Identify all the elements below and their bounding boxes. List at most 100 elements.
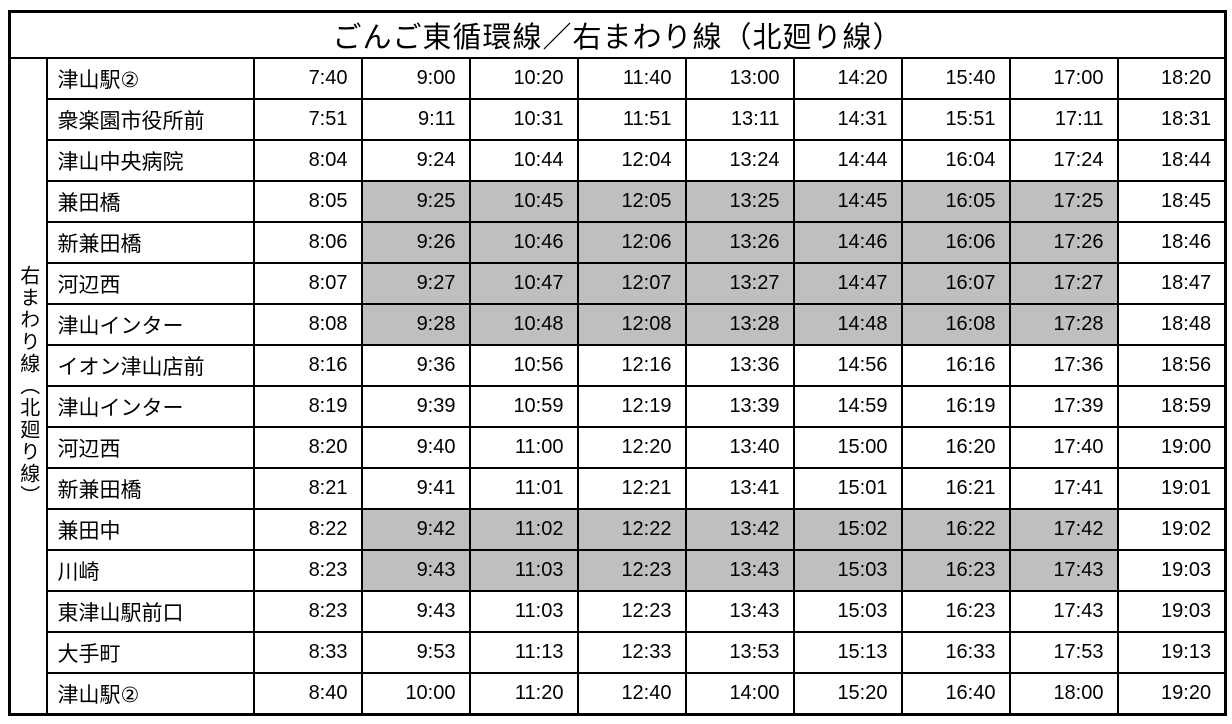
time-cell: 17:40: [1008, 426, 1119, 470]
time-cell: 9:25: [360, 180, 471, 224]
time-cell: 9:43: [360, 590, 471, 634]
time-cell: 12:04: [576, 139, 687, 183]
time-cell: 13:41: [684, 467, 795, 511]
time-cell: 12:23: [576, 549, 687, 593]
time-cell: 13:39: [684, 385, 795, 429]
station-cell: 河辺西: [45, 262, 255, 306]
time-cell: 17:00: [1008, 57, 1119, 101]
time-cell: 15:20: [792, 672, 903, 716]
time-cell: 17:28: [1008, 303, 1119, 347]
time-cell: 19:00: [1116, 426, 1227, 470]
timetable-row: 津山インター 8:08 9:28 10:48 12:08 13:28 14:48 16:08 1…: [10, 303, 1227, 347]
station-cell: 大手町: [45, 631, 255, 675]
time-cell: 17:25: [1008, 180, 1119, 224]
station-cell: 新兼田橋: [45, 467, 255, 511]
time-cell: 14:31: [792, 98, 903, 142]
time-cell: 12:21: [576, 467, 687, 511]
station-cell: 川崎: [45, 549, 255, 593]
time-cell: 8:04: [252, 139, 363, 183]
time-cell: 8:06: [252, 221, 363, 265]
time-cell: 12:06: [576, 221, 687, 265]
station-cell: 新兼田橋: [45, 221, 255, 265]
time-cell: 16:40: [900, 672, 1011, 716]
time-cell: 9:36: [360, 344, 471, 388]
time-cell: 8:08: [252, 303, 363, 347]
time-cell: 13:00: [684, 57, 795, 101]
time-cell: 13:53: [684, 631, 795, 675]
time-cell: 19:13: [1116, 631, 1227, 675]
time-cell: 12:07: [576, 262, 687, 306]
route-side-label: 右まわり線（北廻り線）: [8, 57, 48, 716]
timetable-row: 東津山駅前口 8:23 9:43 11:03 12:23 13:43 15:03 16:23 1…: [10, 590, 1227, 634]
time-cell: 11:40: [576, 57, 687, 101]
timetable-row: 兼田橋 8:05 9:25 10:45 12:05 13:25 14:45 16:05 17:2…: [10, 180, 1227, 224]
timetable-row: 兼田中 8:22 9:42 11:02 12:22 13:42 15:02 16:22 17:4…: [10, 508, 1227, 552]
time-cell: 15:03: [792, 590, 903, 634]
time-cell: 11:00: [468, 426, 579, 470]
time-cell: 8:07: [252, 262, 363, 306]
station-cell: イオン津山店前: [45, 344, 255, 388]
timetable-row: 衆楽園市役所前 7:51 9:11 10:31 11:51 13:11 14:31 15:51…: [10, 98, 1227, 142]
station-cell: 兼田橋: [45, 180, 255, 224]
time-cell: 11:03: [468, 549, 579, 593]
time-cell: 16:23: [900, 549, 1011, 593]
timetable-row: 河辺西 8:07 9:27 10:47 12:07 13:27 14:47 16:07 17:2…: [10, 262, 1227, 306]
time-cell: 10:48: [468, 303, 579, 347]
time-cell: 16:33: [900, 631, 1011, 675]
time-cell: 7:40: [252, 57, 363, 101]
time-cell: 15:13: [792, 631, 903, 675]
time-cell: 9:41: [360, 467, 471, 511]
time-cell: 7:51: [252, 98, 363, 142]
time-cell: 14:46: [792, 221, 903, 265]
time-cell: 12:08: [576, 303, 687, 347]
time-cell: 13:43: [684, 590, 795, 634]
station-cell: 津山インター: [45, 303, 255, 347]
time-cell: 9:40: [360, 426, 471, 470]
time-cell: 8:23: [252, 590, 363, 634]
time-cell: 12:23: [576, 590, 687, 634]
time-cell: 16:07: [900, 262, 1011, 306]
time-cell: 10:59: [468, 385, 579, 429]
time-cell: 14:20: [792, 57, 903, 101]
time-cell: 13:36: [684, 344, 795, 388]
time-cell: 12:33: [576, 631, 687, 675]
time-cell: 10:46: [468, 221, 579, 265]
time-cell: 15:03: [792, 549, 903, 593]
time-cell: 17:53: [1008, 631, 1119, 675]
time-cell: 14:59: [792, 385, 903, 429]
time-cell: 8:40: [252, 672, 363, 716]
time-cell: 12:22: [576, 508, 687, 552]
timetable-row: 川崎 8:23 9:43 11:03 12:23 13:43 15:03 16:23 17:43…: [10, 549, 1227, 593]
time-cell: 8:19: [252, 385, 363, 429]
time-cell: 12:40: [576, 672, 687, 716]
time-cell: 8:22: [252, 508, 363, 552]
time-cell: 17:27: [1008, 262, 1119, 306]
time-cell: 13:43: [684, 549, 795, 593]
time-cell: 16:16: [900, 344, 1011, 388]
station-cell: 津山駅②: [45, 57, 255, 101]
time-cell: 8:05: [252, 180, 363, 224]
time-cell: 11:03: [468, 590, 579, 634]
time-cell: 17:41: [1008, 467, 1119, 511]
timetable-row: 大手町 8:33 9:53 11:13 12:33 13:53 15:13 16:33 17:5…: [10, 631, 1227, 675]
time-cell: 10:47: [468, 262, 579, 306]
timetable-row: 津山中央病院 8:04 9:24 10:44 12:04 13:24 14:44 16:04 1…: [10, 139, 1227, 183]
time-cell: 18:31: [1116, 98, 1227, 142]
time-cell: 8:33: [252, 631, 363, 675]
time-cell: 16:08: [900, 303, 1011, 347]
station-cell: 津山中央病院: [45, 139, 255, 183]
time-cell: 13:40: [684, 426, 795, 470]
time-cell: 8:16: [252, 344, 363, 388]
station-cell: 津山駅②: [45, 672, 255, 716]
time-cell: 18:56: [1116, 344, 1227, 388]
time-cell: 12:19: [576, 385, 687, 429]
time-cell: 18:59: [1116, 385, 1227, 429]
time-cell: 8:21: [252, 467, 363, 511]
time-cell: 18:44: [1116, 139, 1227, 183]
time-cell: 17:24: [1008, 139, 1119, 183]
station-cell: 兼田中: [45, 508, 255, 552]
time-cell: 10:00: [360, 672, 471, 716]
time-cell: 14:47: [792, 262, 903, 306]
time-cell: 16:20: [900, 426, 1011, 470]
time-cell: 9:11: [360, 98, 471, 142]
